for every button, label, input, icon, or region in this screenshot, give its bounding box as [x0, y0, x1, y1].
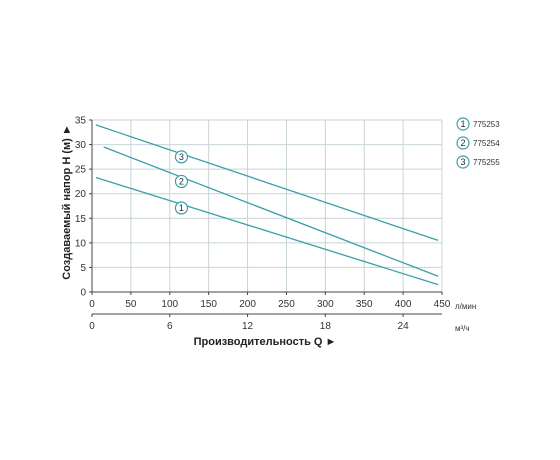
y-axis-ticks: 0 5 10 15 20 25 30 35 [75, 116, 92, 299]
y-tick-label: 10 [75, 238, 87, 249]
x-tick-label: 400 [395, 299, 412, 310]
y-tick-label: 20 [75, 189, 87, 200]
legend-entry-label: 775255 [473, 158, 500, 167]
legend-entry-label: 775253 [473, 120, 500, 129]
legend-marker-label: 3 [460, 157, 465, 167]
x-axis-title: Производительность Q ► [194, 336, 337, 348]
x-tick-label: 200 [239, 299, 256, 310]
y-tick-label: 25 [75, 165, 87, 176]
legend: 1 775253 2 775254 3 775255 [456, 117, 500, 169]
series-marker-label: 3 [179, 152, 184, 162]
x-axis-unit: л/мин [455, 302, 476, 311]
x2-tick-label: 0 [89, 321, 95, 332]
legend-entry-label: 775254 [473, 139, 500, 148]
series-line-775253 [95, 176, 439, 286]
legend-marker-775253 [456, 117, 470, 131]
x-tick-label: 0 [89, 299, 95, 310]
x2-axis-unit: м³/ч [455, 324, 470, 333]
x-axis-ticks: 0 50 100 150 200 250 300 350 400 450 [89, 292, 451, 310]
series-marker-775255 [174, 150, 189, 164]
y-tick-label: 0 [80, 288, 86, 299]
x-tick-label: 100 [161, 299, 178, 310]
series-marker-label: 2 [179, 177, 184, 187]
x-tick-label: 250 [278, 299, 295, 310]
series-line-775255 [95, 124, 439, 242]
series-line-775254 [103, 146, 439, 277]
x2-tick-label: 18 [320, 321, 332, 332]
y-tick-label: 30 [75, 140, 87, 151]
x-tick-label: 300 [317, 299, 334, 310]
legend-marker-775255 [456, 155, 470, 169]
axes [91, 120, 442, 315]
y-tick-label: 35 [75, 116, 87, 127]
series-marker-775253 [174, 201, 189, 215]
grid [92, 119, 443, 292]
x2-tick-label: 24 [398, 321, 410, 332]
y-tick-label: 15 [75, 214, 87, 225]
x-tick-label: 450 [434, 299, 451, 310]
series-marker-label: 1 [179, 203, 184, 213]
series-lines: 1 2 3 [95, 124, 439, 286]
x-tick-label: 50 [125, 299, 137, 310]
y-tick-label: 5 [80, 263, 86, 274]
legend-marker-775254 [456, 136, 470, 150]
x2-tick-label: 6 [167, 321, 173, 332]
series-marker-775254 [174, 174, 189, 189]
y-axis-title: Создаваемый напор H (м) ► [61, 124, 73, 279]
x-tick-label: 350 [356, 299, 373, 310]
x2-tick-label: 12 [242, 321, 254, 332]
legend-marker-label: 1 [460, 119, 465, 129]
x-tick-label: 150 [200, 299, 217, 310]
x2-axis-ticks: 0 6 12 18 24 [89, 314, 409, 332]
legend-marker-label: 2 [460, 138, 465, 148]
